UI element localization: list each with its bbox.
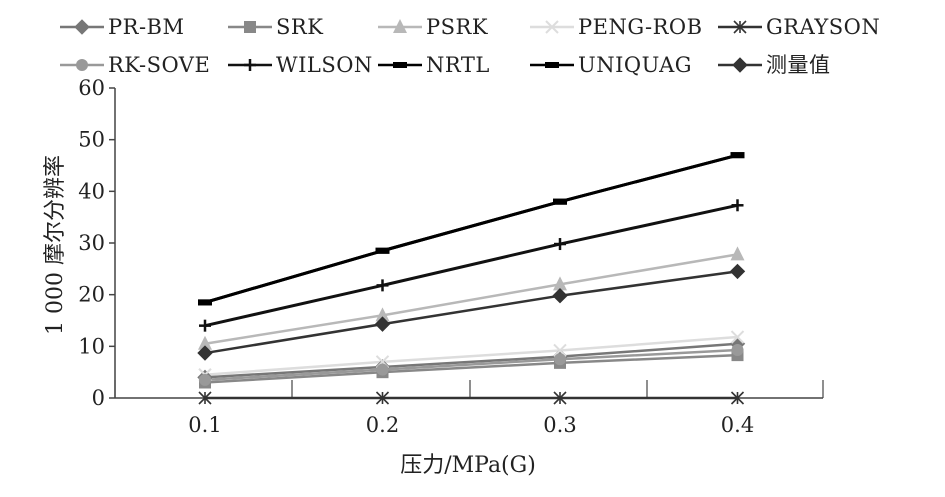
data-point-psrk [198,335,212,350]
y-tick-label: 30 [78,231,105,255]
legend-label: 测量值 [766,53,831,77]
data-point-peng-rob [730,330,745,344]
legend-item-srk: SRK [228,15,323,39]
series-line-rk-sove [204,348,738,382]
x-tick-label: 0.2 [366,413,399,437]
series-line-uniquag [204,153,738,304]
data-point-grayson [198,391,212,405]
data-point-rk-sove [554,353,566,366]
series-line-srk [204,353,738,384]
y-tick-label: 10 [78,334,105,358]
data-point-peng-rob [553,343,567,358]
legend-label: PENG-ROB [578,15,703,39]
data-point-wilson [376,279,389,292]
legend-label: NRTL [426,53,490,77]
y-ticks: 0 10 20 30 40 50 60 [78,76,115,410]
data-point-uniquag [730,152,745,159]
y-tick-label: 0 [92,386,105,410]
series-markers [197,152,746,405]
legend-marker [733,20,747,34]
legend-label: UNIQUAG [578,53,692,77]
x-tick-label: 0.4 [721,413,754,437]
y-tick-label: 60 [78,76,105,100]
legend-marker [74,19,90,35]
legend-marker [393,62,407,68]
legend-marker [76,59,88,71]
data-point-wilson [554,238,566,251]
series-line-wilson [204,203,738,328]
legend-label: PR-BM [108,15,184,39]
legend-item-grayson: GRAYSON [718,15,880,39]
series-line-measured [204,270,738,355]
legend-item-rk-sove: RK-SOVE [60,53,210,77]
data-point-psrk [553,276,567,291]
y-axis-title: 1 000 摩尔分辨率 [43,155,68,335]
data-point-measured [729,263,746,280]
data-point-uniquag [553,198,567,205]
data-point-grayson [730,391,745,405]
legend-marker [393,19,407,33]
y-tick-label: 50 [78,128,105,152]
legend-item-pr-bm: PR-BM [60,15,184,39]
legend-item-peng-rob: PENG-ROB [530,15,703,39]
legend-item-nrtl: NRTL [378,53,490,77]
legend-item-psrk: PSRK [378,15,488,39]
x-tick-label: 0.1 [188,413,221,437]
x-axis-title: 压力/MPa(G) [400,453,536,478]
legend-label: PSRK [426,15,488,39]
legend-item-uniquag: UNIQUAG [530,53,692,77]
legend-marker [244,21,256,33]
data-point-grayson [375,391,390,405]
data-point-uniquag [198,299,212,306]
data-point-grayson [553,391,567,405]
data-point-measured [374,316,391,332]
data-point-measured [197,345,213,361]
x-ticks: 0.1 0.2 0.3 0.4 [114,380,824,437]
data-point-psrk [375,307,390,322]
series-lines [204,153,738,400]
legend-marker [244,59,256,71]
legend: PR-BM SRK PSRK PENG-ROB GRAYSON RK-SOVE WILSON… [60,15,880,77]
data-point-measured [552,287,568,304]
legend-item-measured: 测量值 [718,53,831,77]
data-point-uniquag [375,247,390,254]
y-tick-label: 20 [78,283,105,307]
series-line-pr-bm [204,342,738,379]
data-point-rk-sove [731,343,744,356]
data-point-rk-sove [376,363,389,376]
legend-marker [545,62,559,68]
legend-label: WILSON [276,53,373,77]
data-point-wilson [731,199,744,212]
legend-marker [545,20,559,34]
data-point-psrk [730,246,745,261]
x-tick-label: 0.3 [543,413,576,437]
legend-label: GRAYSON [766,15,880,39]
legend-item-wilson: WILSON [228,53,373,77]
series-line-peng-rob [204,335,738,376]
series-line-psrk [204,253,738,345]
legend-label: SRK [276,15,323,39]
data-point-rk-sove [199,373,211,386]
legend-label: RK-SOVE [108,53,210,77]
data-point-wilson [199,319,211,332]
legend-marker [732,57,748,73]
y-tick-label: 40 [78,179,105,203]
